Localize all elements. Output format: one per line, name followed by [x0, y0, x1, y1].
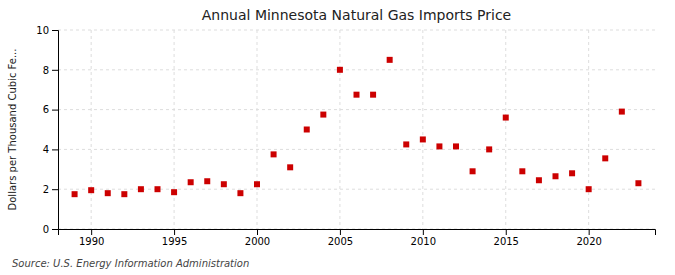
y-axis-tick-mark — [52, 70, 58, 71]
x-axis-tick: 2015 — [494, 229, 519, 247]
point — [387, 57, 393, 63]
point — [88, 187, 94, 193]
x-axis-tick-mark — [257, 229, 258, 235]
grid-line-y — [58, 69, 655, 70]
x-axis-tick-mark — [340, 229, 341, 235]
grid-line-x — [505, 30, 506, 229]
points — [72, 57, 642, 197]
point — [72, 191, 78, 197]
y-axis-tick-mark — [52, 110, 58, 111]
annotation: Source: U.S. Energy Information Administ… — [12, 258, 249, 269]
grid-line-y — [58, 30, 655, 31]
grid-line-y — [58, 109, 655, 110]
point — [436, 143, 442, 149]
point — [569, 170, 575, 176]
x-axis-tick-label: 2005 — [328, 236, 353, 247]
x-axis-tick-mark — [174, 229, 175, 235]
x-axis-tick-label: 1990 — [79, 236, 104, 247]
y-axis-tick-mark — [52, 149, 58, 150]
y-axis-tick-label: 4 — [43, 144, 49, 155]
y-axis-tick: 6 — [43, 104, 58, 115]
point — [635, 180, 641, 186]
grid-line-x — [91, 30, 92, 229]
point — [619, 109, 625, 115]
point — [320, 112, 326, 118]
y-axis-tick-label: 8 — [43, 65, 49, 76]
y-axis-tick-mark — [52, 189, 58, 190]
y-axis-tick-mark — [52, 229, 58, 230]
grid-line-x — [339, 30, 340, 229]
y-axis-tick-label: 10 — [36, 25, 49, 36]
point — [171, 189, 177, 195]
y-axis-tick-label: 0 — [43, 224, 49, 235]
x-axis-tick-label: 2015 — [494, 236, 519, 247]
y-axis-tick-label: 6 — [43, 104, 49, 115]
x-axis-tick: 1995 — [162, 229, 187, 247]
x-axis-tick: 1990 — [79, 229, 104, 247]
x-axis-tick-mark — [589, 229, 590, 235]
point — [453, 143, 459, 149]
plot-area: 1990 1995 2000 2005 2010 2015 2020 0 2 4 6 8 10 — [36, 25, 655, 247]
y-axis-tick: 8 — [43, 65, 58, 76]
y-axis-line — [52, 31, 59, 230]
x-axis-tick: 2020 — [576, 229, 601, 247]
title: Annual Minnesota Natural Gas Imports Pri… — [202, 7, 511, 23]
x-axis-tick-label: 2010 — [411, 236, 436, 247]
point — [519, 168, 525, 174]
grid-line-x — [422, 30, 423, 229]
point — [486, 146, 492, 152]
point — [287, 164, 293, 170]
point — [188, 179, 194, 185]
x-axis-tick-mark — [91, 229, 92, 235]
x-axis-tick-label: 1995 — [162, 236, 187, 247]
y-axis-tick: 4 — [43, 144, 58, 155]
point — [470, 168, 476, 174]
point — [105, 190, 111, 196]
point — [602, 155, 608, 161]
grid-line-x — [257, 30, 258, 229]
y-axis-tick: 10 — [36, 25, 58, 36]
x-axis-tick: 2000 — [245, 229, 270, 247]
x-axis-tick-label: 2000 — [245, 236, 270, 247]
y-axis-tick: 0 — [43, 224, 58, 235]
point — [420, 136, 426, 142]
grid-line-x — [174, 30, 175, 229]
grid-line-y — [58, 149, 655, 150]
x-axis-line — [59, 230, 656, 236]
point — [204, 178, 210, 184]
point — [221, 181, 227, 187]
point — [403, 141, 409, 147]
point — [586, 186, 592, 192]
point — [503, 115, 509, 121]
point — [138, 186, 144, 192]
grid-line-x — [588, 30, 589, 229]
x-axis-tick: 2005 — [328, 229, 353, 247]
y-axis-tick-label: 2 — [43, 184, 49, 195]
grid-line-y — [58, 189, 655, 190]
x-axis: 1990 1995 2000 2005 2010 2015 2020 — [59, 229, 656, 247]
point — [370, 92, 376, 98]
chart: 1990 1995 2000 2005 2010 2015 2020 0 2 4 6 8 10 Annua… — [0, 0, 675, 275]
point — [237, 190, 243, 196]
y-axis-tick-mark — [52, 30, 58, 31]
x-axis-tick-mark — [423, 229, 424, 235]
point — [155, 186, 161, 192]
point — [536, 177, 542, 183]
x-axis-tick-mark — [506, 229, 507, 235]
x-axis-tick: 2010 — [411, 229, 436, 247]
point — [121, 191, 127, 197]
point — [254, 181, 260, 187]
point — [337, 67, 343, 73]
y-axis-title: Dollars per Thousand Cubic Fe... — [7, 49, 18, 211]
y-axis-tick: 2 — [43, 184, 58, 195]
x-axis-tick-label: 2020 — [576, 236, 601, 247]
point — [553, 173, 559, 179]
point — [304, 127, 310, 133]
point — [354, 92, 360, 98]
point — [271, 151, 277, 157]
y-axis: 0 2 4 6 8 10 — [36, 25, 58, 235]
grid — [58, 30, 655, 229]
